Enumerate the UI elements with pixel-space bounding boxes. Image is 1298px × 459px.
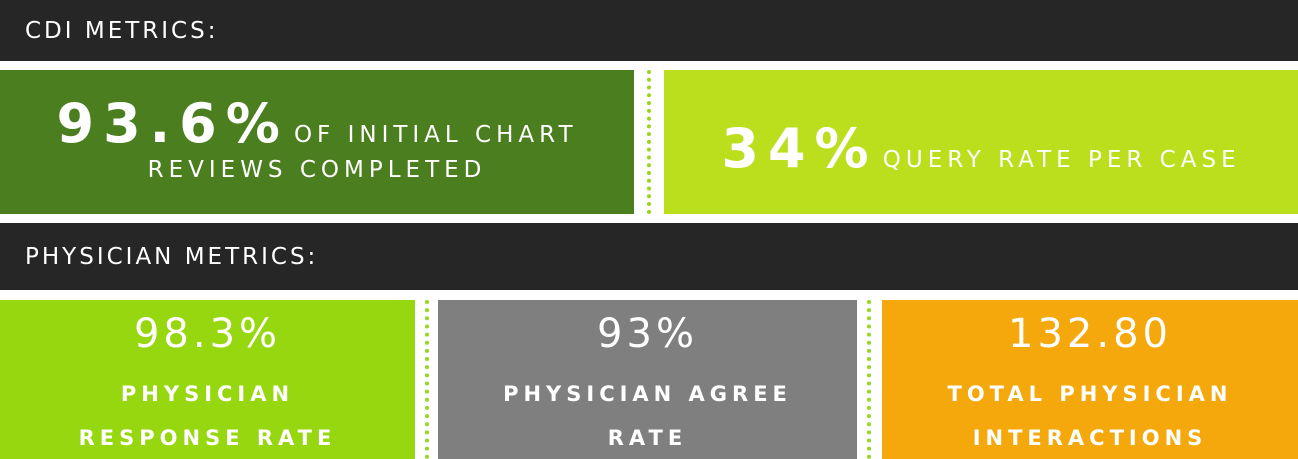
initial-reviews-tile: 93.6% OF INITIAL CHART REVIEWS COMPLETED (0, 70, 634, 214)
response-rate-value: 98.3% (133, 311, 282, 357)
interactions-tile: 132.80 TOTAL PHYSICIAN INTERACTIONS (882, 300, 1298, 459)
interactions-value: 132.80 (1008, 311, 1172, 357)
response-rate-label-line2: RESPONSE RATE (78, 426, 337, 450)
physician-metrics-title: PHYSICIAN METRICS: (25, 243, 319, 270)
query-rate-label: QUERY RATE PER CASE (882, 147, 1241, 173)
interactions-label-line2: INTERACTIONS (972, 426, 1208, 450)
agree-rate-label-line1: PHYSICIAN AGREE (503, 382, 792, 406)
agree-rate-label-line2: RATE (607, 426, 688, 450)
cdi-divider (647, 70, 651, 214)
interactions-label-line1: TOTAL PHYSICIAN (947, 382, 1233, 406)
initial-reviews-label-line1: OF INITIAL CHART (293, 122, 578, 148)
agree-rate-value: 93% (597, 311, 698, 357)
response-rate-label: PHYSICIAN RESPONSE RATE (0, 372, 415, 459)
query-rate-tile: 34% QUERY RATE PER CASE (664, 70, 1298, 214)
interactions-label: TOTAL PHYSICIAN INTERACTIONS (882, 372, 1298, 459)
physician-metrics-header: PHYSICIAN METRICS: (0, 223, 1298, 290)
agree-rate-tile: 93% PHYSICIAN AGREE RATE (438, 300, 857, 459)
cdi-metrics-header: CDI METRICS: (0, 0, 1298, 61)
initial-reviews-line1: 93.6% OF INITIAL CHART (0, 92, 634, 155)
response-rate-tile: 98.3% PHYSICIAN RESPONSE RATE (0, 300, 415, 459)
physician-divider-left (425, 300, 429, 459)
initial-reviews-label-line2: REVIEWS COMPLETED (147, 157, 487, 183)
cdi-metrics-title: CDI METRICS: (25, 17, 219, 44)
agree-rate-label: PHYSICIAN AGREE RATE (438, 372, 857, 459)
physician-divider-right (867, 300, 871, 459)
query-rate-line: 34% QUERY RATE PER CASE (664, 117, 1298, 180)
query-rate-value: 34% (721, 117, 878, 180)
initial-reviews-value: 93.6% (56, 92, 289, 155)
response-rate-label-line1: PHYSICIAN (120, 382, 295, 406)
